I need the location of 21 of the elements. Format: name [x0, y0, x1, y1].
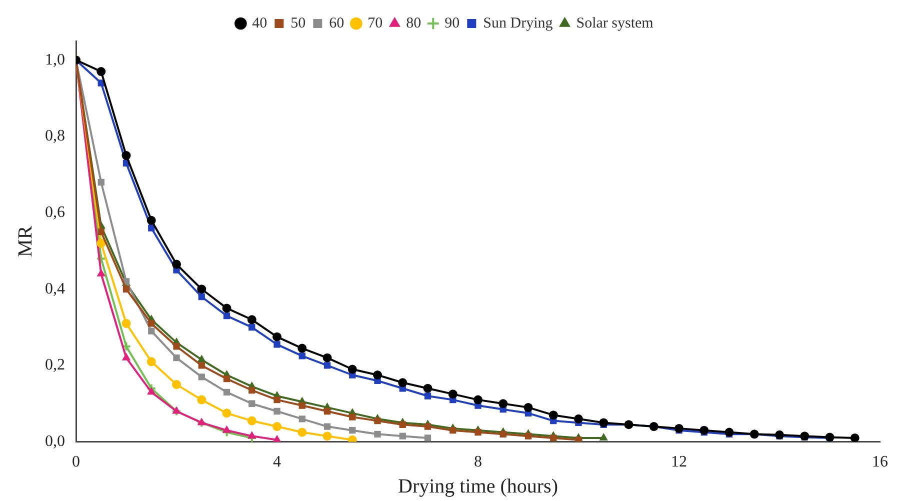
x-tick-label: 12 — [671, 454, 687, 471]
x-axis-title: Drying time (hours) — [398, 475, 558, 498]
y-tick-label: 0,8 — [45, 128, 65, 145]
legend-label: 90 — [444, 15, 460, 32]
x-tick-label: 8 — [474, 454, 482, 471]
y-axis-title: MR — [14, 225, 36, 257]
x-tick-label: 16 — [872, 454, 888, 471]
y-tick-label: 0,4 — [45, 280, 65, 298]
y-tick-label: 0,2 — [45, 356, 65, 374]
x-tick-label: 0 — [72, 454, 80, 471]
legend-label: 40 — [252, 15, 268, 32]
legend-label: 80 — [406, 15, 422, 32]
legend-label: Sun Drying — [483, 15, 554, 32]
y-tick-label: 0,6 — [45, 204, 65, 221]
legend-label: 60 — [329, 15, 344, 32]
legend-label: 50 — [290, 15, 306, 32]
legend-label: 70 — [368, 15, 383, 32]
legend-label: Solar system — [576, 15, 654, 32]
y-tick-label: 1,0 — [45, 51, 65, 68]
y-tick-label: 0,0 — [45, 433, 65, 450]
x-tick-label: 4 — [273, 454, 281, 471]
